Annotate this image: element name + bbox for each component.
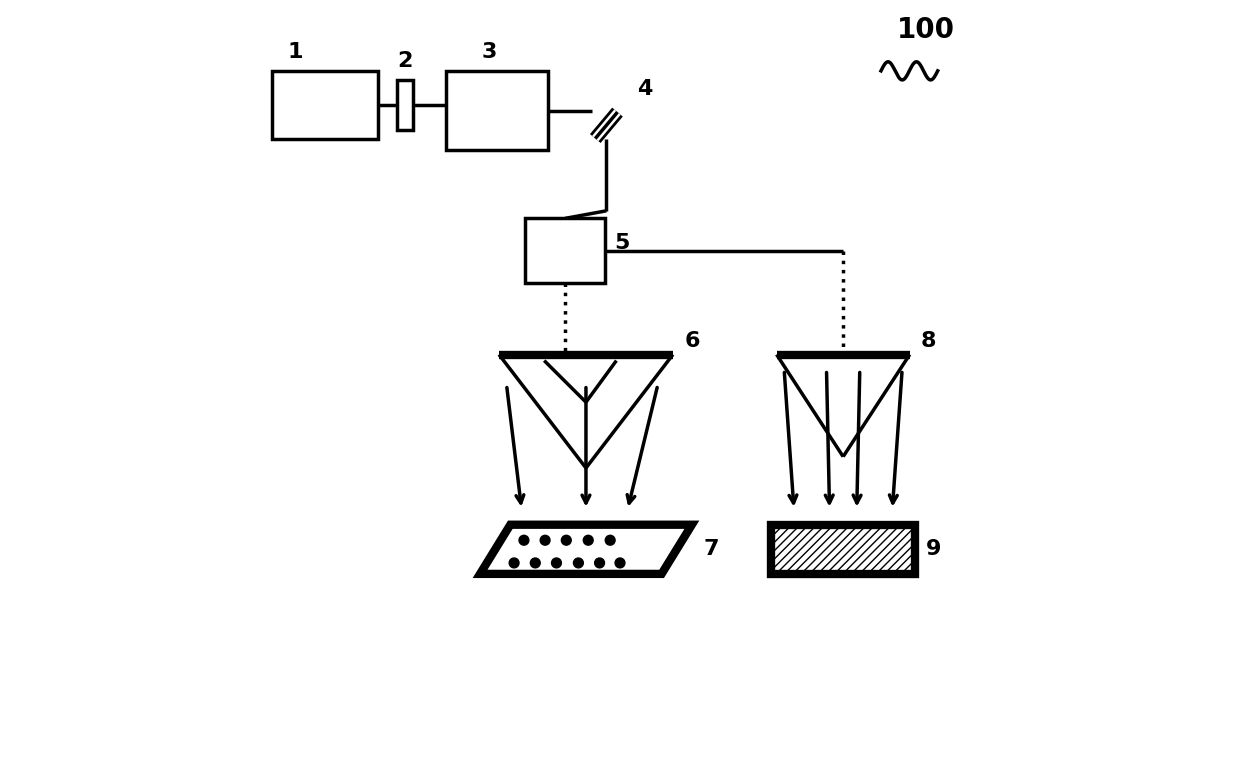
Bar bbox=[446, 71, 548, 150]
Bar bbox=[272, 71, 378, 139]
Circle shape bbox=[520, 536, 528, 545]
Text: 1: 1 bbox=[288, 42, 303, 62]
Circle shape bbox=[531, 558, 541, 568]
Text: 100: 100 bbox=[898, 16, 955, 44]
Circle shape bbox=[510, 558, 520, 568]
Circle shape bbox=[552, 558, 562, 568]
Circle shape bbox=[605, 536, 615, 545]
Polygon shape bbox=[771, 525, 915, 574]
Circle shape bbox=[583, 536, 593, 545]
Text: 2: 2 bbox=[398, 51, 413, 71]
Circle shape bbox=[562, 536, 572, 545]
Bar bbox=[397, 80, 413, 130]
Circle shape bbox=[595, 558, 604, 568]
Text: 7: 7 bbox=[703, 539, 719, 559]
Circle shape bbox=[573, 558, 583, 568]
Text: 9: 9 bbox=[926, 539, 941, 559]
Text: 5: 5 bbox=[614, 233, 630, 253]
Text: 8: 8 bbox=[921, 331, 936, 351]
Bar bbox=[526, 219, 605, 283]
Text: 3: 3 bbox=[482, 42, 497, 62]
Circle shape bbox=[615, 558, 625, 568]
Text: 4: 4 bbox=[636, 78, 652, 99]
Polygon shape bbox=[480, 525, 692, 574]
Circle shape bbox=[541, 536, 551, 545]
Text: 6: 6 bbox=[684, 331, 699, 351]
